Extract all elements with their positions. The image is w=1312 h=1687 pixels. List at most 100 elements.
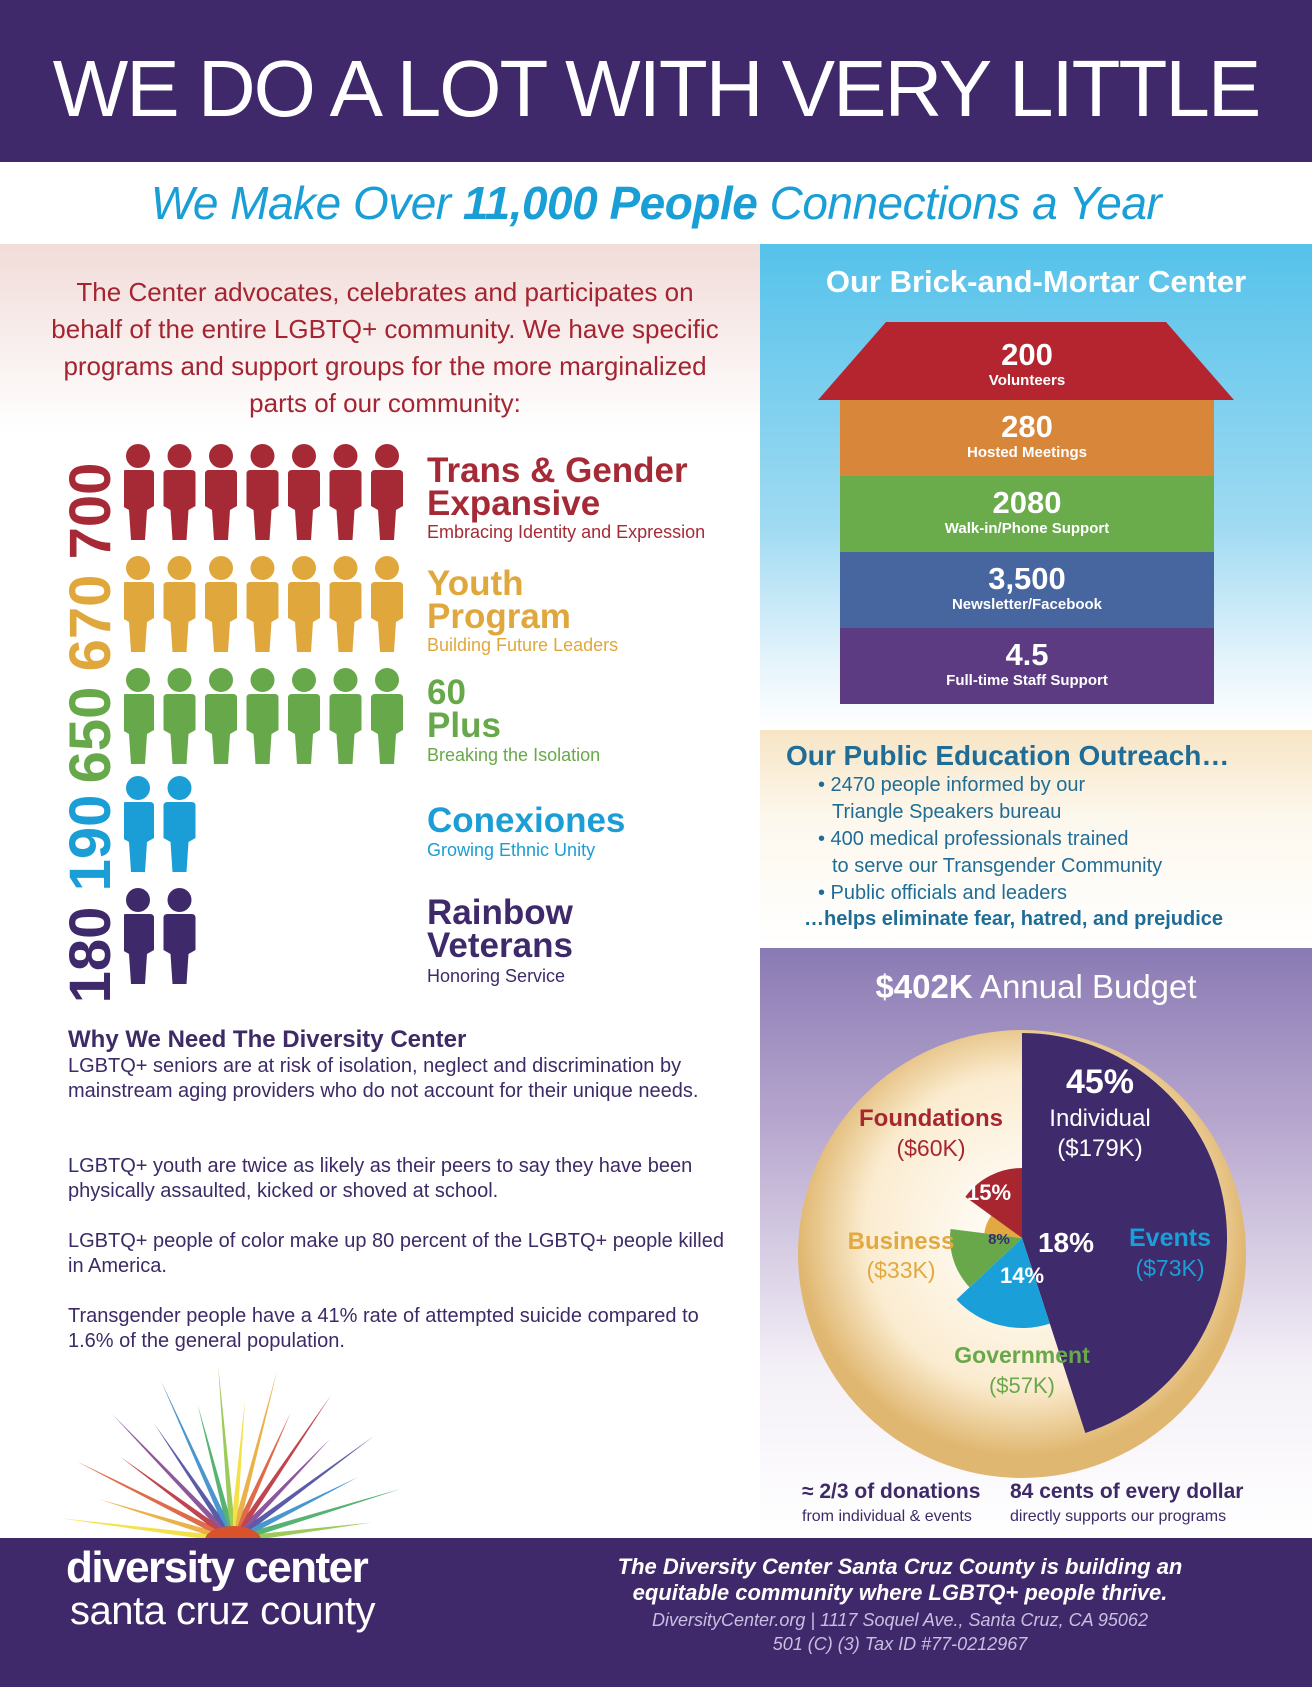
stat-walkin: 2080 Walk-in/Phone Support <box>840 476 1214 552</box>
tagline-line1: The Diversity Center Santa Cruz County i… <box>617 1554 1183 1579</box>
page-title: WE DO A LOT WITH VERY LITTLE <box>52 44 1262 133</box>
stat-label: Full-time Staff Support <box>946 672 1108 689</box>
subtitle-banner: We Make Over 11,000 People Connections a… <box>0 162 1312 244</box>
stat-donations: ≈ 2/3 of donations <box>802 1480 981 1503</box>
pie-slice-government <box>950 1228 1022 1288</box>
stat-label: Volunteers <box>988 372 1066 389</box>
budget-pie-chart: 45% Individual ($179K) 18% Events ($73K) 14% Go… <box>798 1030 1246 1478</box>
why-paragraph: LGBTQ+ people of color make up 80 percen… <box>68 1230 724 1277</box>
subtitle-pre: We Make Over <box>150 177 463 229</box>
pie-pct-label: 15% <box>967 1180 1011 1205</box>
pie-slice-foundations <box>965 1168 1022 1238</box>
group-count: 650 <box>58 686 123 784</box>
group-title: Youth Program <box>427 564 571 636</box>
person-icon <box>371 556 403 652</box>
outreach-footer: …helps eliminate fear, hatred, and preju… <box>804 908 1224 930</box>
stat-cents: 84 cents of every dollar <box>1010 1480 1244 1503</box>
subtitle: We Make Over 11,000 People Connections a… <box>0 162 1312 244</box>
subtitle-bold: 11,000 People <box>462 177 758 229</box>
pie-slice-amount: ($33K) <box>866 1257 935 1283</box>
stat-donations-sub: from individual & events <box>802 1508 972 1525</box>
person-icon <box>288 668 320 764</box>
subtitle-post: Connections a Year <box>757 177 1162 229</box>
stat-label: Newsletter/Facebook <box>951 596 1103 613</box>
person-icon <box>329 556 362 652</box>
pie-pct-label: 14% <box>1000 1263 1044 1288</box>
stat-label: Walk-in/Phone Support <box>944 520 1110 537</box>
pie-slice-name: Events <box>1129 1224 1211 1252</box>
person-icon <box>371 444 403 540</box>
pie-slice-events <box>956 1238 1050 1328</box>
person-icon <box>205 444 237 540</box>
group-subtitle: Embracing Identity and Expression <box>427 522 706 542</box>
budget-panel: $402K Annual Budget 45% Individual ($179K)… <box>760 948 1312 1538</box>
group-count: 670 <box>58 574 123 672</box>
contact-info: DiversityCenter.org | 1117 Soquel Ave., … <box>652 1610 1148 1630</box>
pie-slice-individual <box>1022 1033 1227 1433</box>
pie-pct-label: 18% <box>1038 1227 1094 1258</box>
outreach-panel: Our Public Education Outreach… • 2470 pe… <box>760 730 1312 948</box>
group-title-line2: Plus <box>427 706 501 745</box>
group-count: 190 <box>58 794 123 892</box>
brick-mortar-title: Our Brick-and-Mortar Center <box>825 264 1247 299</box>
why-title: Why We Need The Diversity Center <box>68 1026 467 1053</box>
stat-meetings: 280 Hosted Meetings <box>840 400 1214 476</box>
outreach-line: to serve our Transgender Community <box>832 855 1163 877</box>
person-icon <box>246 444 279 540</box>
logo-line2: santa cruz county <box>70 1589 376 1633</box>
pie-pct-label: 45% <box>1066 1063 1134 1101</box>
group-title-line2: Program <box>427 597 571 636</box>
why-paragraph: Transgender people have a 41% rate of at… <box>68 1305 699 1352</box>
person-icon <box>246 668 279 764</box>
person-icon <box>371 668 403 764</box>
brick-mortar-panel: Our Brick-and-Mortar Center 200 Voluntee… <box>760 244 1312 730</box>
group-title: Rainbow Veterans <box>427 895 573 965</box>
stat-number: 280 <box>1001 409 1053 444</box>
why-paragraph: LGBTQ+ seniors are at risk of isolation,… <box>68 1055 699 1102</box>
pie-slice-amount: ($60K) <box>896 1135 965 1161</box>
person-icon <box>288 556 320 652</box>
person-icon <box>288 444 320 540</box>
person-icon <box>163 888 196 984</box>
pie-slice-name: Individual <box>1049 1105 1150 1132</box>
pie-slice-name: Business <box>848 1228 955 1255</box>
footer: diversity center santa cruz county The D… <box>0 1538 1312 1687</box>
people-icons <box>124 888 196 984</box>
group-title-line2: Expansive <box>427 484 601 523</box>
person-icon <box>205 556 237 652</box>
person-icon <box>124 556 154 652</box>
logo-line1: diversity center <box>66 1543 369 1592</box>
group-title: Conexiones <box>427 801 626 840</box>
pie-slice-business <box>984 1215 1022 1238</box>
outreach-line: • 400 medical professionals trained <box>818 828 1129 850</box>
people-icons <box>124 668 403 764</box>
budget-title: $402K Annual Budget <box>760 968 1312 1006</box>
group-subtitle: Honoring Service <box>427 966 566 986</box>
outreach-line: • Public officials and leaders <box>818 882 1067 904</box>
tagline-line2: equitable community where LGBTQ+ people … <box>632 1580 1168 1605</box>
outreach-title: Our Public Education Outreach… <box>786 740 1230 771</box>
person-icon <box>124 888 154 984</box>
group-title-line1: Trans & Gender <box>427 451 688 490</box>
pie-slice-amount: ($179K) <box>1057 1135 1142 1162</box>
group-title-line2: Veterans <box>427 926 573 965</box>
outreach-line: • 2470 people informed by our <box>818 774 1086 796</box>
outreach-line: Triangle Speakers bureau <box>832 801 1062 823</box>
people-icons <box>124 556 403 652</box>
person-icon <box>163 776 196 872</box>
programs-panel: The Center advocates, celebrates and par… <box>0 244 760 1540</box>
group-title-line1: Conexiones <box>427 801 626 840</box>
stat-newsletter: 3,500 Newsletter/Facebook <box>840 552 1214 628</box>
pie-slice-name: Foundations <box>859 1105 1003 1132</box>
stat-label: Hosted Meetings <box>966 444 1087 461</box>
people-icons <box>124 776 196 872</box>
pie-slice-name: Government <box>954 1342 1090 1368</box>
intro-text: The Center advocates, celebrates and par… <box>51 277 719 418</box>
group-count: 180 <box>58 906 123 1004</box>
stat-volunteers: 200 Volunteers <box>840 328 1214 404</box>
group-subtitle: Breaking the Isolation <box>427 745 601 765</box>
person-icon <box>124 444 154 540</box>
house-roof-icon <box>818 322 1234 400</box>
group-title-line1: Youth <box>427 564 524 603</box>
person-icon <box>246 556 279 652</box>
